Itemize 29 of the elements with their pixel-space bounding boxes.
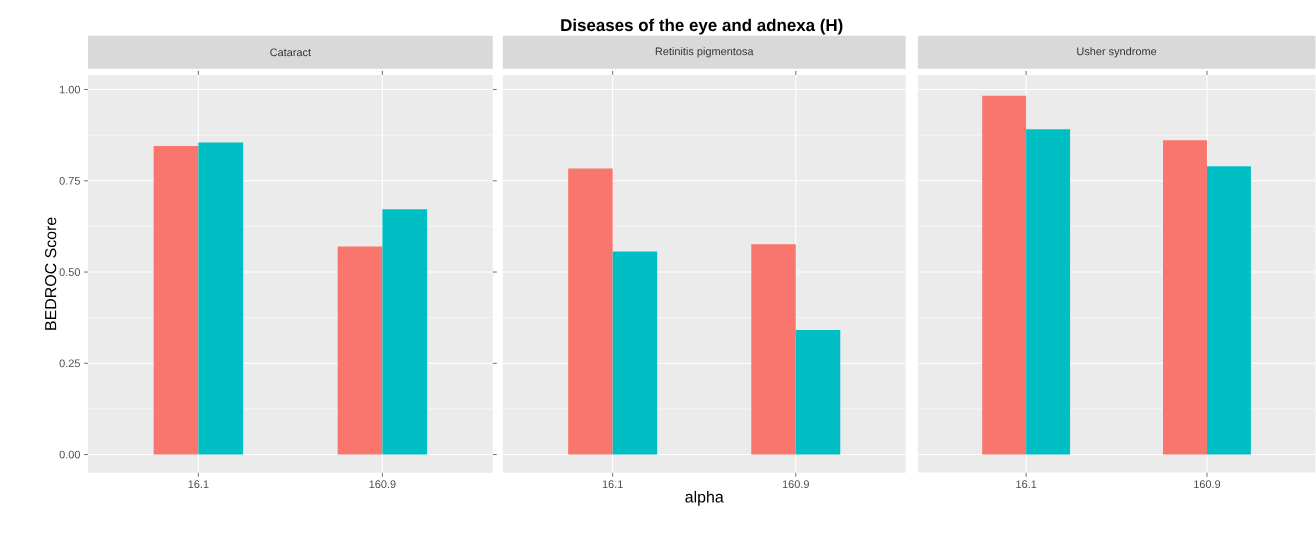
y-tick-label: 0.75: [59, 177, 80, 185]
chart-title: Diseases of the eye and adnexa (H): [561, 18, 843, 35]
x-tick-label: 16.1: [602, 480, 623, 489]
bar: [795, 330, 841, 455]
x-tick-label: 160.9: [369, 480, 396, 489]
chart-subtitle: Retinitis pigmentosa: [655, 47, 754, 58]
y-tick-label: 0.25: [59, 359, 80, 368]
y-tick-label: 1.00: [59, 85, 81, 94]
y-tick-label: 0.50: [59, 268, 81, 277]
y-tick-label: 0.00: [59, 450, 81, 459]
bar: [1206, 166, 1251, 455]
y-axis-title: BEDROC Score: [45, 217, 57, 330]
x-axis-title: alpha: [685, 491, 724, 506]
bar: [612, 251, 658, 455]
x-tick-label: 16.1: [1016, 480, 1037, 489]
x-tick-label: 160.9: [782, 480, 809, 489]
x-tick-label: 160.9: [1194, 480, 1221, 489]
chart-subtitle: Usher syndrome: [1077, 47, 1157, 58]
bar: [568, 168, 613, 455]
x-tick-label: 16.1: [188, 480, 209, 489]
bar: [1163, 140, 1207, 455]
bar: [1026, 129, 1071, 455]
bar: [198, 142, 244, 455]
bar: [337, 246, 383, 455]
chart-subtitle: Cataract: [270, 48, 311, 57]
bar: [982, 95, 1027, 455]
bar: [382, 209, 428, 455]
bar: [153, 146, 199, 455]
bar: [751, 244, 796, 455]
